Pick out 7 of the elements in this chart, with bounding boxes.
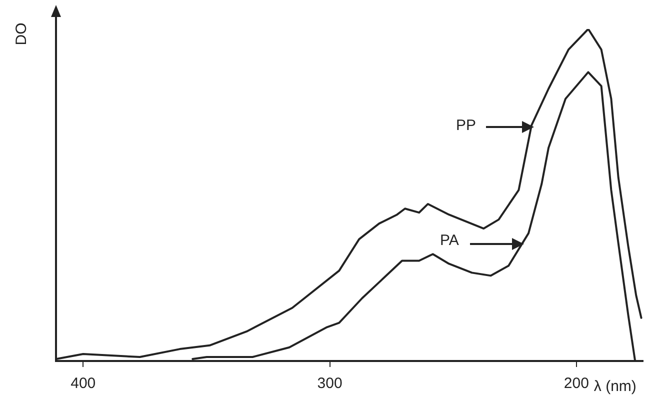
x-tick-label: 200 [564,375,589,392]
annotation: PP [456,117,476,134]
annotation: PA [440,232,459,249]
x-tick-label: 300 [317,375,342,392]
x-tick-label: 400 [70,375,96,392]
y-axis-title: DO [13,22,30,46]
x-axis-title: λ (nm) [594,378,636,396]
